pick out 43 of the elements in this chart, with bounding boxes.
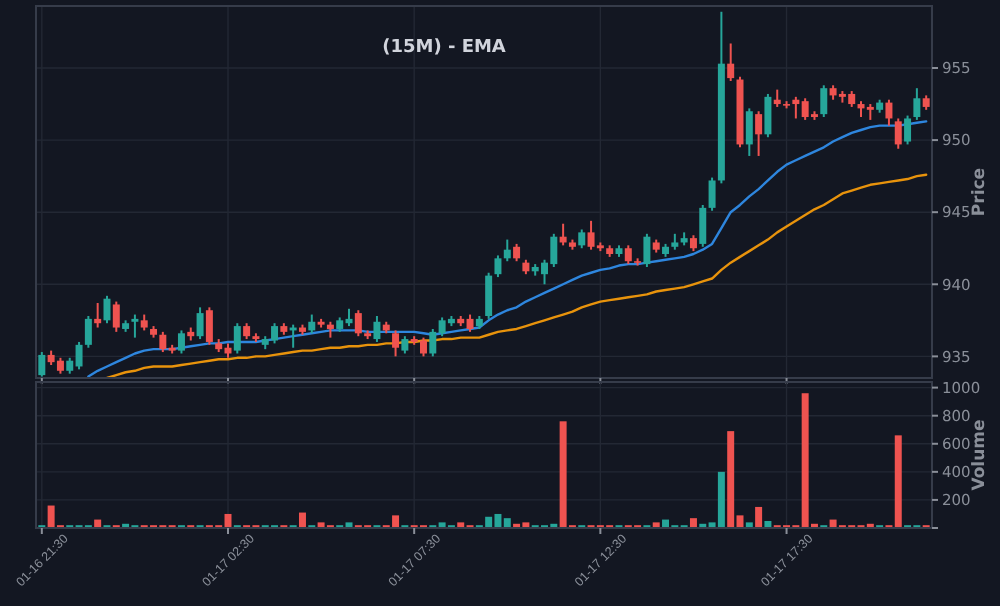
candlestick [112, 300, 120, 333]
candlestick [485, 271, 493, 320]
candlestick [820, 84, 828, 119]
candlestick [177, 329, 185, 355]
candlestick [494, 254, 502, 279]
candlestick [727, 42, 735, 82]
candlestick [745, 107, 753, 157]
line-series [105, 173, 928, 378]
candlestick [699, 203, 707, 248]
candlestick [913, 87, 921, 121]
candlestick [354, 309, 362, 338]
bar [652, 522, 660, 528]
candlestick [643, 232, 651, 268]
line-series [87, 120, 928, 378]
candlestick [755, 110, 763, 157]
candlestick [708, 176, 716, 212]
candlestick [94, 302, 102, 329]
bar [717, 471, 725, 528]
bar [755, 506, 763, 528]
candlestick [103, 294, 111, 325]
bar [745, 522, 753, 528]
text: (15M) - EMA [382, 38, 506, 58]
candlestick [38, 351, 46, 378]
candlestick [205, 306, 213, 346]
y-axis-title: Price [970, 167, 990, 217]
candlestick [308, 313, 316, 335]
bar [727, 431, 735, 528]
candlestick [764, 92, 772, 139]
candlestick [885, 98, 893, 127]
candlestick [84, 315, 92, 349]
candlestick [131, 313, 139, 339]
y-axis-title: Volume [970, 419, 990, 491]
candlestick [392, 329, 400, 358]
candlestick [503, 238, 511, 263]
candlestick [624, 244, 632, 266]
bar [298, 512, 306, 528]
bar [689, 518, 697, 528]
candlestick [904, 114, 912, 146]
candlestick [578, 228, 586, 250]
candlestick [196, 306, 204, 341]
candlestick [373, 315, 381, 343]
candlestick [233, 322, 241, 355]
candlestick [894, 117, 902, 150]
